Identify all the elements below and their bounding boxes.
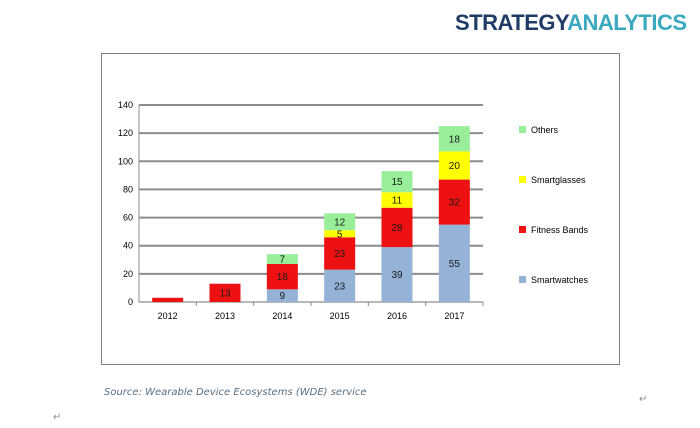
bar-segment-others [324, 213, 356, 231]
bar-segment-fitness-bands [266, 264, 298, 290]
bar-segment-smartwatches [438, 224, 470, 302]
y-tick-label: 20 [123, 269, 133, 279]
data-label: 18 [277, 272, 289, 283]
x-tick-label: 2014 [272, 311, 292, 321]
bar-segment-smartglasses [438, 151, 470, 180]
x-tick-label: 2016 [387, 311, 407, 321]
y-tick-label: 140 [118, 100, 133, 110]
bar-segment-others [381, 171, 413, 193]
logo-analytics-text: ANALYTICS [567, 10, 687, 35]
stacked-bar-chart: 0204060801001201402012132013918720142323… [118, 100, 589, 321]
logo-strategy-text: STRATEGY [455, 10, 568, 35]
data-label: 7 [280, 255, 286, 266]
paragraph-mark-right: ↵ [639, 394, 648, 405]
x-tick-label: 2013 [215, 311, 235, 321]
legend-swatch [519, 176, 526, 183]
y-tick-label: 100 [118, 156, 133, 166]
y-tick-label: 80 [123, 184, 133, 194]
chart-frame: 0 20 40 60 80 100 120 140 2012 13 2013 9 18 7 2014 23 23… [101, 53, 620, 365]
bar-segment-smartwatches [381, 247, 413, 302]
data-label: 9 [280, 291, 286, 302]
paragraph-mark-left: ↵ [53, 412, 62, 423]
data-label: 11 [392, 195, 403, 206]
bar-segment-fitness-bands [209, 283, 241, 302]
data-label: 18 [449, 134, 461, 145]
data-label: 28 [391, 223, 403, 234]
bar-segment-others [266, 254, 298, 265]
x-tick-label: 2017 [444, 311, 464, 321]
source-note: Source: Wearable Device Ecosystems (WDE)… [104, 387, 367, 398]
bar-segment-fitness-bands [438, 179, 470, 225]
data-label: 32 [449, 198, 461, 209]
legend-swatch [519, 276, 526, 283]
bar-segment-smartglasses [381, 192, 413, 208]
data-label: 12 [334, 217, 346, 228]
bar-segment-others [438, 126, 470, 152]
y-tick-label: 120 [118, 128, 133, 138]
data-label: 23 [334, 281, 346, 292]
x-tick-label: 2012 [158, 311, 178, 321]
data-label: 39 [391, 270, 403, 281]
y-tick-label: 60 [123, 213, 133, 223]
y-tick-label: 0 [128, 297, 133, 307]
data-label: 5 [337, 229, 343, 240]
bar-segment-smartwatches [266, 289, 298, 302]
legend-swatch [519, 126, 526, 133]
bar-segment-fitness-bands [152, 297, 184, 302]
bar-segment-fitness-bands [324, 237, 356, 270]
legend-label: Smartglasses [531, 175, 586, 185]
bar-segment-smartwatches [324, 269, 356, 302]
bar-segment-fitness-bands [381, 207, 413, 248]
data-label: 13 [219, 288, 231, 299]
data-label: 55 [449, 259, 461, 270]
strategy-analytics-logo: STRATEGYANALYTICS [455, 10, 687, 36]
bar-segment-smartglasses [324, 230, 356, 238]
data-label: 20 [449, 161, 461, 172]
legend-label: Smartwatches [531, 275, 589, 285]
y-tick-label: 40 [123, 241, 133, 251]
legend-swatch [519, 226, 526, 233]
data-label: 23 [334, 249, 346, 260]
legend-label: Fitness Bands [531, 225, 589, 235]
legend-label: Others [531, 125, 559, 135]
data-label: 15 [391, 177, 403, 188]
x-tick-label: 2015 [330, 311, 350, 321]
